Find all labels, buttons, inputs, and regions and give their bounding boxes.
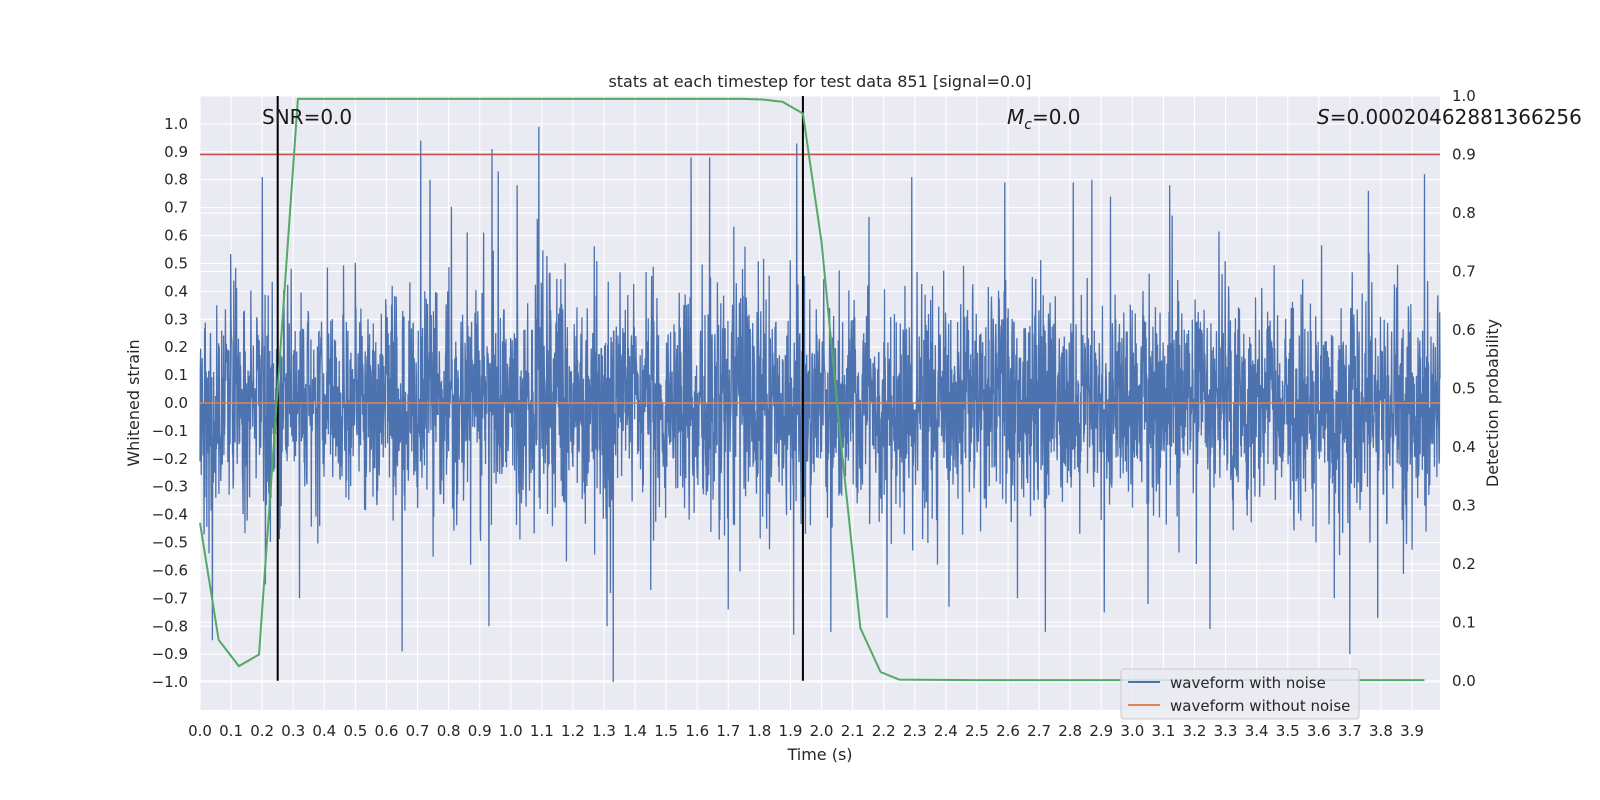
x-axis-label: Time (s) bbox=[786, 745, 852, 764]
x-tick-label: 1.5 bbox=[654, 722, 678, 740]
x-tick-label: 0.3 bbox=[281, 722, 305, 740]
x-tick-label: 3.6 bbox=[1307, 722, 1331, 740]
y-tick-label: 0.0 bbox=[164, 394, 188, 412]
y-tick-label: −0.7 bbox=[152, 589, 188, 607]
x-tick-label: 2.6 bbox=[996, 722, 1020, 740]
x-tick-label: 3.4 bbox=[1245, 722, 1269, 740]
x-tick-label: 0.1 bbox=[219, 722, 243, 740]
y2-axis-ticks: 0.0 0.1 0.2 0.3 0.4 0.5 0.6 0.7 0.8 0.9 1.0 bbox=[1452, 87, 1476, 690]
y-tick-label: −1.0 bbox=[152, 673, 188, 691]
x-tick-label: 1.0 bbox=[499, 722, 523, 740]
x-tick-label: 2.0 bbox=[810, 722, 834, 740]
x-tick-label: 1.1 bbox=[530, 722, 554, 740]
x-tick-label: 2.8 bbox=[1058, 722, 1082, 740]
x-tick-label: 1.2 bbox=[561, 722, 585, 740]
y-tick-label: 0.8 bbox=[164, 171, 188, 189]
y-tick-label: −0.1 bbox=[152, 422, 188, 440]
x-tick-label: 2.2 bbox=[872, 722, 896, 740]
y2-tick-label: 0.9 bbox=[1452, 145, 1476, 163]
x-tick-label: 1.6 bbox=[685, 722, 709, 740]
y2-axis-label: Detection probability bbox=[1483, 319, 1502, 487]
y2-tick-label: 0.5 bbox=[1452, 379, 1476, 397]
annotation-snr: SNR=0.0 bbox=[262, 105, 352, 129]
y-tick-label: −0.2 bbox=[152, 450, 188, 468]
x-tick-label: 3.3 bbox=[1214, 722, 1238, 740]
y2-tick-label: 0.4 bbox=[1452, 438, 1476, 456]
x-tick-label: 2.1 bbox=[841, 722, 865, 740]
grid-horizontal bbox=[200, 123, 1440, 683]
y-tick-label: 0.2 bbox=[164, 338, 188, 356]
x-tick-label: 3.2 bbox=[1183, 722, 1207, 740]
y-axis-ticks: −1.0 −0.9 −0.8 −0.7 −0.6 −0.5 −0.4 −0.3 −0.2 −0.1… bbox=[152, 115, 188, 691]
y-tick-label: −0.8 bbox=[152, 617, 188, 635]
y-tick-label: 0.7 bbox=[164, 199, 188, 217]
y2-tick-label: 0.8 bbox=[1452, 204, 1476, 222]
x-tick-label: 3.5 bbox=[1276, 722, 1300, 740]
x-tick-label: 1.9 bbox=[779, 722, 803, 740]
x-tick-label: 2.3 bbox=[903, 722, 927, 740]
series-line-waveform-with-noise bbox=[199, 126, 1441, 683]
x-tick-label: 3.7 bbox=[1338, 722, 1362, 740]
y-tick-label: 0.6 bbox=[164, 227, 188, 245]
y2-tick-label: 0.2 bbox=[1452, 555, 1476, 573]
x-tick-label: 2.5 bbox=[965, 722, 989, 740]
y-tick-label: −0.4 bbox=[152, 506, 188, 524]
y-tick-label: −0.6 bbox=[152, 561, 188, 579]
y-axis-label: Whitened strain bbox=[124, 339, 143, 466]
x-tick-label: 3.0 bbox=[1120, 722, 1144, 740]
y2-tick-label: 0.1 bbox=[1452, 613, 1476, 631]
x-tick-label: 3.1 bbox=[1151, 722, 1175, 740]
series-line-detection-probability bbox=[199, 97, 1425, 682]
y-tick-label: 0.1 bbox=[164, 366, 188, 384]
x-tick-label: 0.6 bbox=[375, 722, 399, 740]
y2-tick-label: 0.3 bbox=[1452, 496, 1476, 514]
x-tick-label: 0.8 bbox=[437, 722, 461, 740]
x-tick-label: 0.5 bbox=[343, 722, 367, 740]
y-tick-label: 0.4 bbox=[164, 282, 188, 300]
x-tick-label: 1.3 bbox=[592, 722, 616, 740]
annotation-s: S=0.00020462881366256 bbox=[1317, 105, 1582, 129]
legend-label-without-noise: waveform without noise bbox=[1170, 697, 1350, 715]
x-tick-label: 1.4 bbox=[623, 722, 647, 740]
x-tick-label: 2.7 bbox=[1027, 722, 1051, 740]
y-tick-label: −0.9 bbox=[152, 645, 188, 663]
legend-label-with-noise: waveform with noise bbox=[1170, 674, 1326, 692]
x-tick-label: 0.4 bbox=[312, 722, 336, 740]
y2-tick-label: 0.7 bbox=[1452, 262, 1476, 280]
y2-tick-label: 0.6 bbox=[1452, 321, 1476, 339]
legend-box bbox=[1120, 668, 1360, 720]
x-tick-label: 3.9 bbox=[1400, 722, 1424, 740]
y-tick-label: 0.5 bbox=[164, 254, 188, 272]
y2-tick-label: 0.0 bbox=[1452, 672, 1476, 690]
x-axis-ticks: 0.0 0.1 0.2 0.3 0.4 0.5 0.6 0.7 0.8 0.9 1.0 1.1 1.2 1… bbox=[188, 722, 1424, 740]
annotation-chirp-mass: Mc=0.0 bbox=[1007, 105, 1081, 133]
legend: waveform with noise waveform without noi… bbox=[1120, 668, 1360, 720]
y-tick-label: 0.9 bbox=[164, 143, 188, 161]
y-tick-label: −0.3 bbox=[152, 478, 188, 496]
chart-title: stats at each timestep for test data 851… bbox=[608, 72, 1031, 91]
x-tick-label: 2.9 bbox=[1089, 722, 1113, 740]
y2-tick-label: 1.0 bbox=[1452, 87, 1476, 105]
x-tick-label: 2.4 bbox=[934, 722, 958, 740]
x-tick-label: 0.2 bbox=[250, 722, 274, 740]
y-tick-label: 0.3 bbox=[164, 310, 188, 328]
y-tick-label: −0.5 bbox=[152, 534, 188, 552]
x-tick-label: 0.0 bbox=[188, 722, 212, 740]
x-tick-label: 1.8 bbox=[747, 722, 771, 740]
y-tick-label: 1.0 bbox=[164, 115, 188, 133]
x-tick-label: 3.8 bbox=[1369, 722, 1393, 740]
x-tick-label: 0.7 bbox=[406, 722, 430, 740]
x-tick-label: 0.9 bbox=[468, 722, 492, 740]
x-tick-label: 1.7 bbox=[716, 722, 740, 740]
